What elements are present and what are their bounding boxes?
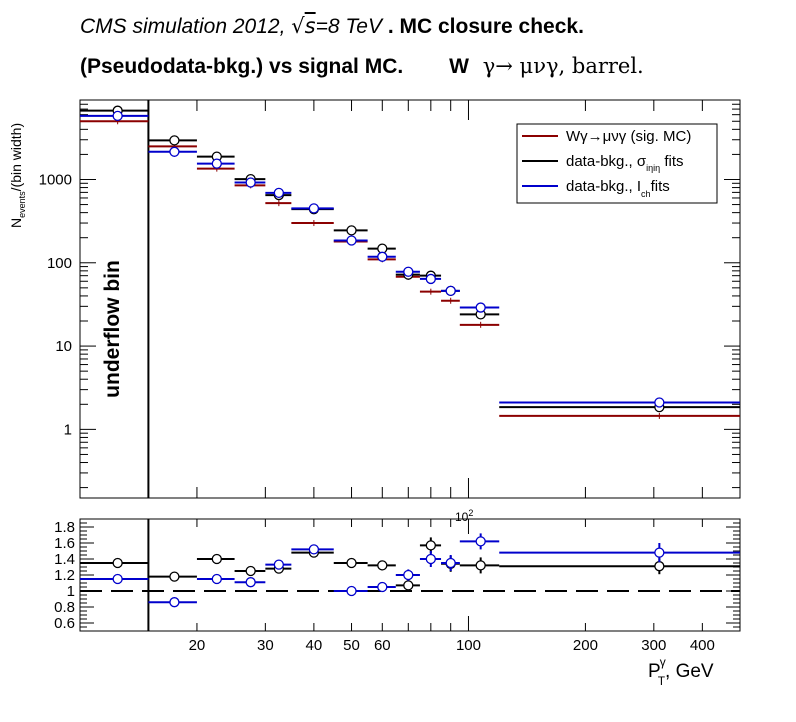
x-tick-label: 20 [189, 637, 206, 654]
main-y-tick-label: 100 [47, 255, 72, 272]
ratio-panel: 20 30 40 50 60 100 200 300 400 0.60.811.21.41.61.… [54, 518, 741, 654]
title-energy: =8 TeV [315, 15, 382, 38]
title-line2-text: (Pseudodata-bkg.) vs signal MC. [80, 55, 404, 78]
main-series-2-point [377, 251, 388, 262]
ratio-series-1-point [273, 559, 285, 570]
main-series-2-point [654, 397, 665, 408]
title-suffix: . MC closure check. [387, 15, 584, 38]
ratio-series-0-point [403, 580, 414, 591]
ratio-y-tick-label: 1.8 [54, 519, 75, 536]
underflow-bin-label: underflow bin [101, 260, 124, 398]
ratio-y-tick-label: 1.2 [54, 567, 75, 584]
ratio-y-tick-label: 0.8 [54, 599, 75, 616]
main-series-2-point [346, 235, 357, 246]
x-tick-label: 60 [374, 637, 391, 654]
ratio-series-1-point [211, 573, 222, 585]
x-tick-label: 400 [690, 637, 715, 654]
main-series-1-point [346, 225, 357, 236]
ratio-series-0-point [245, 565, 256, 577]
ratio-y-tick-label: 1.4 [54, 551, 75, 568]
main-series-2-point [273, 187, 285, 199]
main-y-tick-label: 10 [55, 338, 72, 355]
main-series-2-point [308, 203, 320, 214]
main-series-2-point [403, 266, 414, 277]
main-series-2-point [169, 146, 180, 157]
ratio-series-1-point [377, 581, 388, 593]
ratio-series-1-point [654, 547, 665, 558]
ratio-series-1-point [425, 553, 436, 565]
main-series-1-point [169, 135, 180, 146]
x-axis-label: Pγ T, GeV [648, 655, 714, 688]
ratio-series-1-point [445, 557, 456, 569]
ratio-series-1-point [475, 536, 486, 547]
ratio-series-1-point [245, 577, 256, 588]
chart-title-line2: (Pseudodata-bkg.) vs signal MC. W γ→ μνγ… [80, 54, 644, 79]
chart-title-line1: CMS simulation 2012, √s=8 TeV . MC closu… [80, 14, 584, 39]
legend-entry-ich: data-bkg., Ichfits [566, 178, 670, 199]
ratio-y-tick-label: 0.6 [54, 615, 75, 632]
sqrt-symbol: √s [291, 14, 316, 38]
main-series-2-point [245, 177, 256, 188]
ratio-series-0-point [211, 553, 222, 565]
main-x-exponent-label: 102 [455, 508, 473, 524]
legend-entry-sig-mc: Wγ→μνγ (sig. MC) [566, 128, 691, 145]
x-tick-label: 40 [306, 637, 323, 654]
legend-box [516, 123, 718, 204]
x-tick-label: 200 [573, 637, 598, 654]
main-plot-frame [79, 99, 741, 499]
main-series-2-point [211, 158, 222, 169]
x-tick-label: 100 [456, 637, 481, 654]
main-panel: 1 10 100 1000 [39, 99, 741, 499]
ratio-series-0-point [475, 560, 486, 571]
ratio-series-1-point [346, 585, 357, 597]
x-tick-label: 50 [343, 637, 360, 654]
ratio-series-1-point [112, 573, 123, 585]
main-y-tick-label: 1000 [39, 171, 72, 188]
x-tick-label: 30 [257, 637, 274, 654]
title-prefix: CMS simulation 2012, [80, 15, 286, 38]
ratio-y-tick-label: 1 [67, 583, 75, 600]
title-channel-decay: γ→ μνγ, barrel. [482, 54, 644, 78]
main-y-axis-label: Nevents/(bin width) [8, 123, 27, 228]
ratio-series-1-point [403, 569, 414, 581]
main-y-tick-label: 1 [64, 421, 72, 438]
main-series-2-point [445, 285, 456, 297]
ratio-y-tick-label: 1.6 [54, 535, 75, 552]
main-series-2-point [475, 302, 486, 313]
ratio-series-1-point [169, 597, 180, 608]
main-series-2-point [425, 273, 436, 285]
legend: Wγ→μνγ (sig. MC) data-bkg., σiηiη fits d… [516, 123, 718, 204]
ratio-series-0-point [425, 540, 436, 551]
ratio-series-0-point [112, 557, 123, 569]
ratio-series-0-point [346, 557, 357, 569]
ratio-series-1-point [308, 544, 320, 555]
legend-entry-sieie: data-bkg., σiηiη fits [566, 153, 684, 173]
ratio-series-0-point [377, 560, 388, 571]
main-series-2-point [112, 110, 123, 122]
ratio-series-0-point [169, 571, 180, 582]
ratio-series-0-point [654, 561, 665, 572]
title-channel-w: W [449, 55, 469, 78]
x-tick-label: 300 [641, 637, 666, 654]
